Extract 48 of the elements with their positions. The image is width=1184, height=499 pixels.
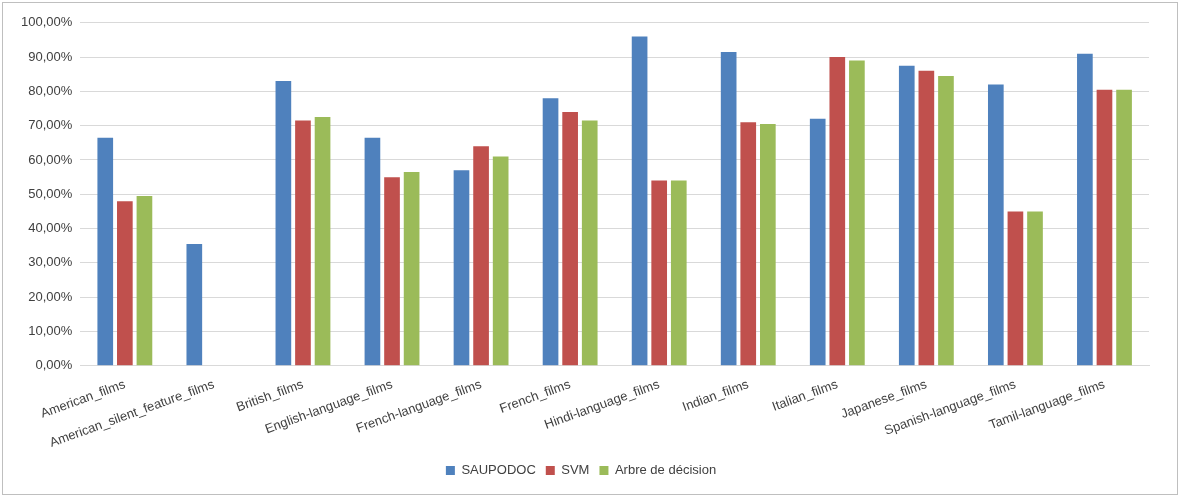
bar — [849, 60, 865, 366]
bar — [1096, 89, 1113, 366]
bar — [740, 122, 757, 366]
y-tick-label: 50,00% — [28, 185, 73, 201]
bar — [1007, 211, 1024, 366]
bar — [403, 172, 420, 366]
bar — [97, 137, 114, 366]
bar — [384, 177, 400, 366]
bar — [670, 180, 687, 366]
bar — [1116, 89, 1132, 366]
bar — [651, 180, 668, 366]
y-tick-label: 30,00% — [28, 254, 73, 270]
y-tick-label: 80,00% — [28, 82, 73, 98]
bar — [492, 156, 509, 366]
bar — [473, 146, 489, 366]
y-tick-label: 20,00% — [28, 288, 73, 304]
y-tick-label: 100,00% — [20, 14, 73, 30]
bar — [720, 51, 737, 366]
y-tick-label: 10,00% — [28, 323, 73, 339]
bar — [314, 117, 331, 366]
y-tick-label: 90,00% — [28, 48, 73, 64]
bar — [364, 137, 381, 366]
legend-label: Arbre de décision — [614, 462, 717, 478]
bar — [295, 120, 311, 366]
bar — [987, 84, 1004, 366]
bar — [809, 118, 826, 366]
bar — [829, 57, 846, 366]
legend-label: SVM — [561, 462, 590, 478]
bar — [760, 123, 776, 366]
bar — [898, 65, 915, 366]
bar — [631, 36, 648, 366]
y-tick-label: 60,00% — [28, 151, 73, 167]
y-tick-label: 0,00% — [35, 357, 73, 373]
bar — [1077, 53, 1093, 366]
bar — [542, 98, 559, 366]
bar — [136, 196, 153, 366]
bar — [453, 170, 470, 366]
bar — [918, 70, 935, 366]
legend-label: SAUPODOC — [461, 462, 536, 478]
bar — [581, 120, 598, 366]
bar — [1027, 211, 1043, 366]
bar — [938, 75, 954, 366]
y-tick-label: 40,00% — [28, 220, 73, 236]
bar — [562, 111, 578, 366]
y-tick-label: 70,00% — [28, 117, 73, 133]
bar — [275, 81, 292, 366]
bar — [117, 201, 133, 366]
bar — [186, 244, 203, 366]
